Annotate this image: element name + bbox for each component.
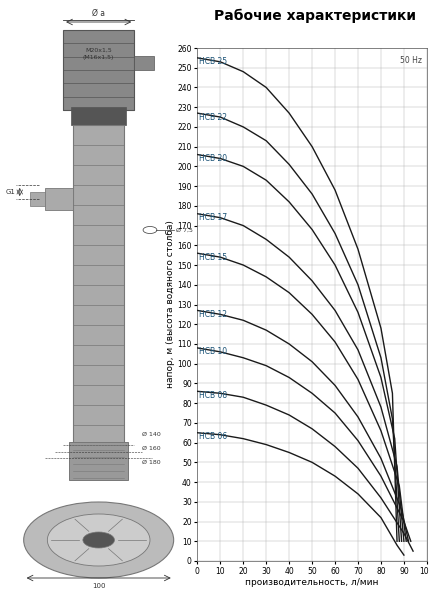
Text: G1: G1 <box>6 189 16 195</box>
Text: НСВ 22: НСВ 22 <box>199 113 227 122</box>
Text: НСВ 10: НСВ 10 <box>199 347 227 356</box>
FancyBboxPatch shape <box>30 192 45 206</box>
Circle shape <box>47 514 150 566</box>
Text: НСВ 12: НСВ 12 <box>199 310 227 319</box>
FancyBboxPatch shape <box>63 30 134 110</box>
Text: НСВ 25: НСВ 25 <box>199 58 227 67</box>
FancyBboxPatch shape <box>71 107 126 125</box>
Y-axis label: напор, м (высота водяного столба): напор, м (высота водяного столба) <box>166 221 175 388</box>
Text: M20x1,5: M20x1,5 <box>85 47 112 52</box>
Circle shape <box>83 532 115 548</box>
Circle shape <box>24 502 174 578</box>
FancyBboxPatch shape <box>134 56 154 70</box>
Text: 100: 100 <box>92 583 106 589</box>
FancyBboxPatch shape <box>73 125 124 445</box>
Text: (M16x1,5): (M16x1,5) <box>83 55 115 59</box>
FancyBboxPatch shape <box>69 442 128 480</box>
Text: НСВ 20: НСВ 20 <box>199 154 227 163</box>
FancyBboxPatch shape <box>45 188 73 210</box>
Text: НСВ 08: НСВ 08 <box>199 391 227 400</box>
Text: Ø 140: Ø 140 <box>142 431 161 437</box>
Text: Ø a: Ø a <box>92 9 105 18</box>
Text: Ø 160: Ø 160 <box>142 445 161 451</box>
Text: НСВ 06: НСВ 06 <box>199 432 227 441</box>
Text: Ø 7,5: Ø 7,5 <box>175 227 193 232</box>
Text: Рабочие характеристики: Рабочие характеристики <box>214 9 416 23</box>
Text: НСВ 15: НСВ 15 <box>199 253 227 262</box>
Text: Ø 180: Ø 180 <box>142 460 161 464</box>
Text: НСВ 17: НСВ 17 <box>199 213 227 222</box>
Text: 50 Hz: 50 Hz <box>400 56 422 65</box>
X-axis label: производительность, л/мин: производительность, л/мин <box>245 578 379 587</box>
